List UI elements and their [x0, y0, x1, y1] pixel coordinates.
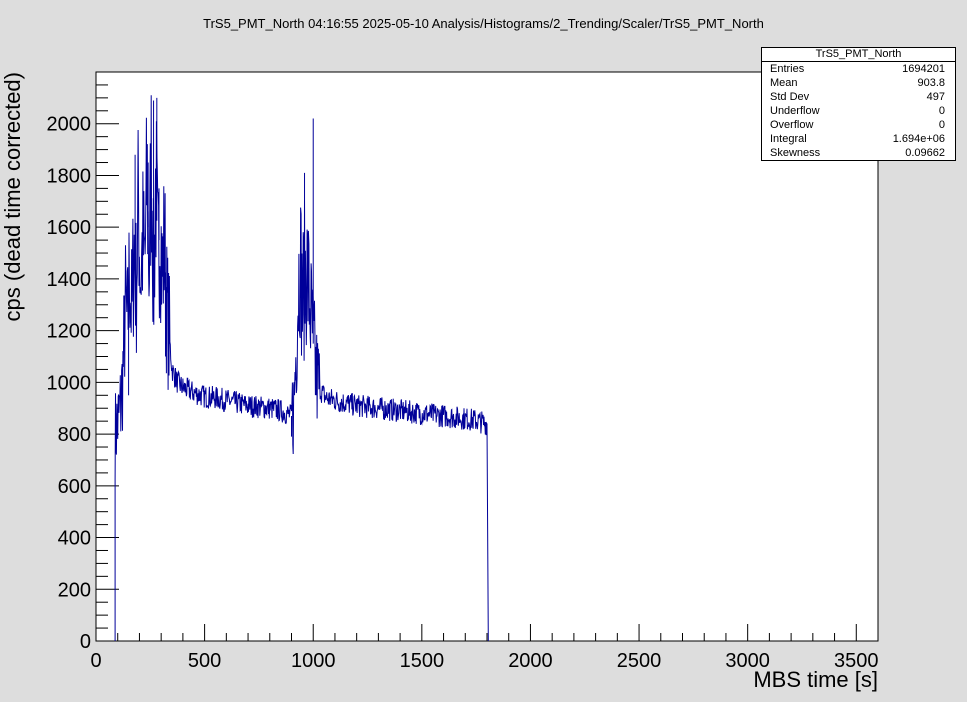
- stats-box-title: TrS5_PMT_North: [762, 48, 955, 62]
- y-tick-label: 1000: [47, 372, 92, 394]
- y-tick-label: 1800: [47, 165, 92, 187]
- stats-value: 903.8: [917, 77, 945, 89]
- stats-value: 497: [926, 91, 945, 103]
- stats-label: Mean: [770, 77, 798, 89]
- y-tick-label: 1600: [47, 217, 92, 239]
- y-axis-label: cps (dead time corrected): [0, 72, 25, 321]
- stats-label: Entries: [770, 63, 805, 75]
- stats-label: Underflow: [770, 105, 820, 117]
- x-tick-label: 3500: [834, 650, 879, 672]
- series-line: [114, 95, 489, 642]
- y-tick-label: 400: [58, 528, 91, 550]
- x-tick-label: 1500: [400, 650, 445, 672]
- x-axis-label: MBS time [s]: [753, 667, 878, 692]
- stats-row-entries: Entries 1694201: [762, 62, 955, 76]
- stats-value: 1.694e+06: [892, 133, 945, 145]
- y-tick-label: 600: [58, 476, 91, 498]
- y-tick-label: 800: [58, 424, 91, 446]
- stats-value: 0.09662: [905, 147, 945, 159]
- x-tick-labels: 0 500 1000 1500 2000 2500 3000 3500: [90, 650, 878, 672]
- y-tick-labels: 0 200 400 600 800 1000 1200 1400 1600 1800 2000: [47, 114, 92, 653]
- stats-box: TrS5_PMT_North Entries 1694201 Mean 903.8 …: [761, 47, 956, 161]
- x-tick-label: 0: [90, 650, 101, 672]
- stats-row-mean: Mean 903.8: [762, 76, 955, 90]
- x-tick-label: 500: [188, 650, 221, 672]
- stats-row-underflow: Underflow 0: [762, 104, 955, 118]
- stats-value: 0: [938, 119, 945, 131]
- stats-label: Std Dev: [770, 91, 810, 103]
- x-tick-label: 2500: [617, 650, 662, 672]
- y-tick-label: 1200: [47, 321, 92, 343]
- y-tick-label: 1400: [47, 269, 92, 291]
- plot-frame: [95, 71, 879, 642]
- stats-row-overflow: Overflow 0: [762, 118, 955, 132]
- noise-spikes: [116, 97, 488, 437]
- chart-title: TrS5_PMT_North 04:16:55 2025-05-10 Analy…: [203, 16, 764, 31]
- y-tick-label: 200: [58, 579, 91, 601]
- x-tick-label: 3000: [725, 650, 770, 672]
- y-tick-label: 2000: [47, 114, 92, 136]
- stats-label: Skewness: [770, 147, 821, 159]
- stats-label: Overflow: [770, 119, 814, 131]
- x-tick-label: 2000: [508, 650, 553, 672]
- stats-value: 1694201: [902, 63, 945, 75]
- stats-value: 0: [938, 105, 945, 117]
- x-tick-label: 1000: [291, 650, 336, 672]
- y-tick-label: 0: [80, 631, 91, 653]
- stats-row-integral: Integral 1.694e+06: [762, 132, 955, 146]
- stats-label: Integral: [770, 133, 807, 145]
- stats-row-stddev: Std Dev 497: [762, 90, 955, 104]
- axis-ticks: [95, 71, 879, 642]
- stats-row-skewness: Skewness 0.09662: [762, 146, 955, 160]
